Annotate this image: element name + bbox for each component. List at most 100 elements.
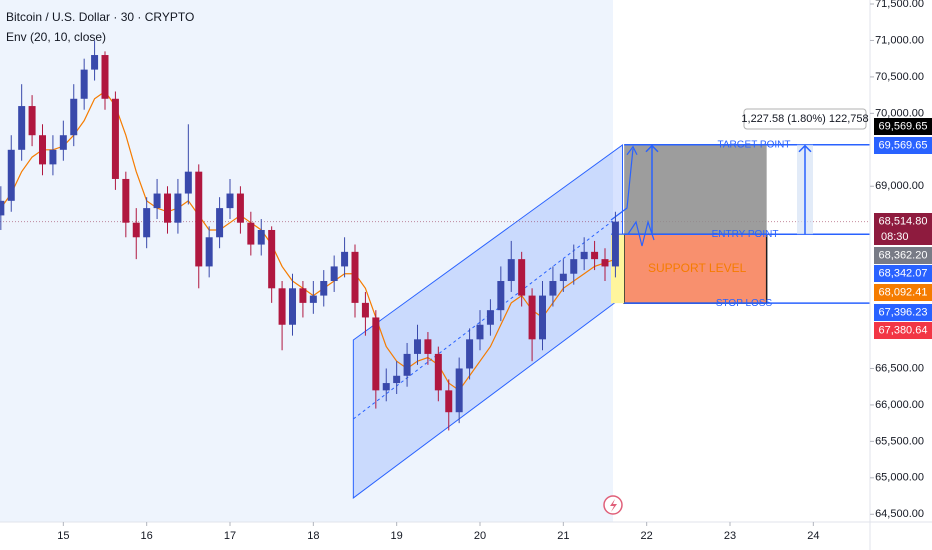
candle-body <box>111 98 119 179</box>
indicator-legend: Env (20, 10, close) <box>6 30 106 44</box>
price-tag <box>874 284 932 301</box>
x-tick-label: 17 <box>224 530 236 542</box>
y-tick-label: 66,000.00 <box>875 399 924 411</box>
y-tick-label: 71,000.00 <box>875 34 924 46</box>
candle-body <box>0 200 5 216</box>
candle-body <box>309 295 317 303</box>
candle-body <box>466 339 474 369</box>
y-tick-label: 65,500.00 <box>875 435 924 447</box>
price-tag-label: 68,092.41 <box>879 286 928 298</box>
arrow-head <box>645 144 659 153</box>
stats-box <box>743 108 867 130</box>
alert-bolt <box>610 499 617 512</box>
price-tag <box>874 265 932 282</box>
arrow-head <box>798 144 812 153</box>
projection-head <box>626 145 638 156</box>
x-tick-label: 15 <box>57 530 69 542</box>
candle-body <box>361 302 369 318</box>
price-tag-label: 68,514.80 <box>879 215 928 227</box>
candle-body <box>49 149 57 165</box>
candle-body <box>299 288 307 303</box>
x-tick-label: 19 <box>391 530 403 542</box>
target-zone <box>624 144 767 235</box>
candle-body <box>205 237 213 267</box>
candle-body <box>455 368 463 413</box>
candle-body <box>257 229 265 245</box>
candle-body <box>18 106 26 150</box>
candle-body <box>91 55 99 70</box>
y-tick-label: 70,500.00 <box>875 71 924 83</box>
candle-body <box>476 324 484 340</box>
candle-body <box>424 339 432 354</box>
price-tag-label: 68,342.07 <box>879 267 928 279</box>
price-tag-label: 69,569.65 <box>879 120 928 132</box>
candle-body <box>393 375 401 384</box>
candle-body <box>570 259 578 274</box>
candle-body <box>101 55 109 99</box>
candle-body <box>528 295 536 340</box>
stats-text: 1,227.58 (1.80%) 122,758 <box>741 113 868 125</box>
candle-body <box>382 383 390 391</box>
candle-body <box>7 149 15 201</box>
candle-body <box>70 98 78 136</box>
countdown: 08:30 <box>881 231 909 243</box>
candle-body <box>236 193 244 223</box>
x-tick-label: 18 <box>307 530 319 542</box>
candle-body <box>341 251 349 267</box>
candle-body <box>216 208 224 238</box>
candle-body <box>518 259 526 296</box>
candle-body <box>278 288 286 325</box>
y-tick-label: 65,000.00 <box>875 472 924 484</box>
price-tag <box>874 118 932 135</box>
price-tag <box>874 304 932 321</box>
candle-body <box>486 310 494 325</box>
zigzag <box>611 219 655 247</box>
candle-body <box>591 251 599 260</box>
candle-body <box>549 281 557 296</box>
chart-title: Bitcoin / U.S. Dollar · 30 · CRYPTO <box>6 10 194 24</box>
y-tick-label: 70,000.00 <box>875 107 924 119</box>
candle-body <box>122 178 130 223</box>
stop-label: STOP LOSS <box>716 298 773 309</box>
y-tick-label: 64,500.00 <box>875 508 924 520</box>
candle-body <box>226 193 234 209</box>
candle-body <box>320 281 328 296</box>
candle-body <box>28 106 36 136</box>
candle-body <box>195 171 203 267</box>
candle-body <box>268 229 276 289</box>
y-tick-label: 69,000.00 <box>875 180 924 192</box>
price-tag-label: 68,362.20 <box>879 249 928 261</box>
price-tag <box>874 213 932 245</box>
candle-body <box>330 266 338 282</box>
candle-body <box>559 273 567 282</box>
projection <box>610 148 634 221</box>
candle-body <box>601 259 609 267</box>
target-label: TARGET POINT <box>718 139 791 150</box>
candle-body <box>164 193 171 223</box>
candle-body <box>403 353 411 376</box>
price-tag <box>874 247 932 264</box>
x-tick-label: 24 <box>807 530 819 542</box>
candle-body <box>39 135 46 165</box>
candle-body <box>611 221 619 267</box>
x-tick-label: 23 <box>724 530 736 542</box>
candle-body <box>153 193 161 209</box>
candle-body <box>372 317 380 391</box>
zone-label: SUPPORT LEVEL <box>648 261 747 275</box>
candle-body <box>445 390 453 413</box>
candle-body <box>497 281 505 311</box>
entry-label: ENTRY POINT <box>712 229 779 240</box>
candle-body <box>174 193 182 223</box>
price-tag <box>874 137 932 154</box>
candle-body <box>351 251 359 303</box>
candle-body <box>507 259 515 282</box>
candle-body <box>80 69 88 99</box>
x-tick-label: 21 <box>557 530 569 542</box>
plot: TARGET POINT ENTRY POINT STOP LOSS SUPPORT … <box>0 40 870 499</box>
price-tag-label: 69,569.65 <box>879 139 928 151</box>
y-tick-label: 71,500.00 <box>875 0 924 10</box>
x-tick-label: 16 <box>141 530 153 542</box>
price-tag <box>874 322 932 339</box>
candle-body <box>580 251 588 260</box>
